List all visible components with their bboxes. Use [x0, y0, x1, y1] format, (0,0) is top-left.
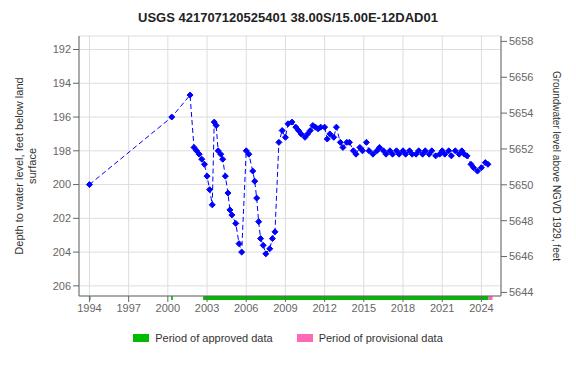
svg-text:2000: 2000: [156, 302, 180, 314]
svg-text:Groundwater level above NGVD 1: Groundwater level above NGVD 1929, feet: [551, 71, 562, 261]
svg-text:5654: 5654: [509, 107, 533, 119]
svg-text:194: 194: [53, 77, 71, 89]
svg-text:5652: 5652: [509, 143, 533, 155]
html-text:USGS 421707120525401 38.00S/15: USGS 421707120525401 38.00S/15.00E-12DAD…: [138, 10, 438, 25]
html-text:Period of provisional data: Period of provisional data: [318, 332, 443, 344]
svg-text:5650: 5650: [509, 179, 533, 191]
svg-text:1994: 1994: [77, 302, 101, 314]
svg-text:200: 200: [53, 178, 71, 190]
svg-text:5646: 5646: [509, 250, 533, 262]
svg-text:2018: 2018: [391, 302, 415, 314]
svg-text:2021: 2021: [430, 302, 454, 314]
svg-text:5648: 5648: [509, 215, 533, 227]
svg-text:2009: 2009: [273, 302, 297, 314]
html-text:Period of approved data: Period of approved data: [155, 332, 273, 344]
svg-text:2012: 2012: [312, 302, 336, 314]
svg-text:198: 198: [53, 145, 71, 157]
svg-text:2015: 2015: [352, 302, 376, 314]
svg-text:206: 206: [53, 280, 71, 292]
svg-text:196: 196: [53, 111, 71, 123]
svg-text:202: 202: [53, 212, 71, 224]
svg-text:Depth to water level, feet bel: Depth to water level, feet below landsur…: [13, 77, 38, 254]
svg-text:5656: 5656: [509, 71, 533, 83]
svg-text:2003: 2003: [195, 302, 219, 314]
svg-text:5658: 5658: [509, 35, 533, 47]
svg-text:192: 192: [53, 43, 71, 55]
svg-text:204: 204: [53, 246, 71, 258]
svg-text:5644: 5644: [509, 286, 533, 298]
svg-text:1997: 1997: [116, 302, 140, 314]
svg-text:2006: 2006: [234, 302, 258, 314]
svg-text:2024: 2024: [469, 302, 493, 314]
